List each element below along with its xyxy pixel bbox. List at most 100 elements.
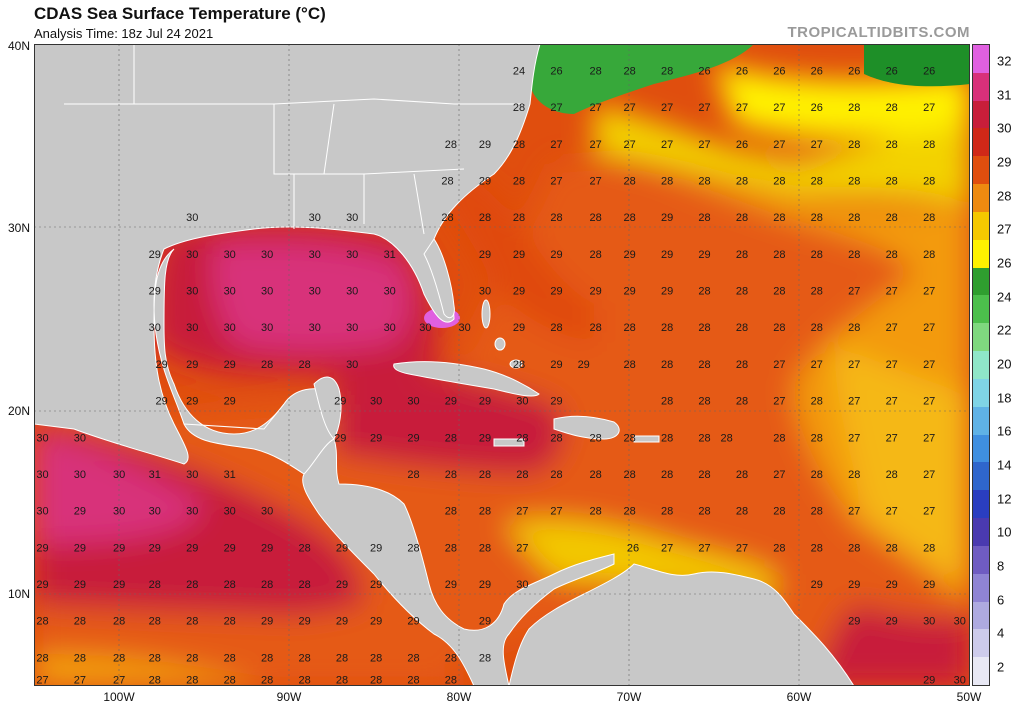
sst-value: 28 xyxy=(36,652,48,664)
colorbar-label: 26 xyxy=(997,255,1012,271)
sst-value: 29 xyxy=(113,579,125,591)
sst-value: 30 xyxy=(74,469,86,481)
sst-value: 30 xyxy=(113,469,125,481)
sst-value: 29 xyxy=(336,616,348,628)
sst-value: 28 xyxy=(445,432,457,444)
sst-value: 28 xyxy=(886,139,898,151)
sst-value: 30 xyxy=(186,212,198,224)
sst-value: 28 xyxy=(811,212,823,224)
sst-value: 29 xyxy=(336,542,348,554)
sst-value: 28 xyxy=(186,674,198,686)
sst-value: 28 xyxy=(811,322,823,334)
sst-value: 28 xyxy=(661,506,673,518)
sst-value: 29 xyxy=(811,579,823,591)
sst-value: 27 xyxy=(886,359,898,371)
sst-value: 27 xyxy=(661,139,673,151)
sst-value: 30 xyxy=(370,396,382,408)
sst-value: 29 xyxy=(513,322,525,334)
sst-value: 28 xyxy=(479,652,491,664)
sst-value: 30 xyxy=(36,506,48,518)
sst-value: 30 xyxy=(224,286,236,298)
sst-value: 28 xyxy=(298,652,310,664)
sst-value: 28 xyxy=(445,542,457,554)
sst-value: 28 xyxy=(589,432,601,444)
colorbar-segment xyxy=(973,490,989,519)
sst-value: 27 xyxy=(623,102,635,114)
sst-value: 26 xyxy=(698,65,710,77)
sst-value: 29 xyxy=(550,249,562,261)
sst-value: 28 xyxy=(698,176,710,188)
sst-value: 28 xyxy=(720,432,732,444)
sst-value: 29 xyxy=(36,542,48,554)
sst-value: 30 xyxy=(113,506,125,518)
sst-value: 27 xyxy=(848,432,860,444)
sst-value: 28 xyxy=(513,359,525,371)
sst-value: 28 xyxy=(848,176,860,188)
sst-value: 31 xyxy=(224,469,236,481)
colorbar-label: 22 xyxy=(997,322,1012,338)
sst-value: 29 xyxy=(261,616,273,628)
sst-value: 27 xyxy=(886,432,898,444)
sst-value: 30 xyxy=(224,249,236,261)
sst-value: 29 xyxy=(224,359,236,371)
sst-value: 27 xyxy=(923,102,935,114)
sst-value: 28 xyxy=(623,65,635,77)
sst-value: 30 xyxy=(309,322,321,334)
sst-value: 29 xyxy=(479,139,491,151)
sst-value: 28 xyxy=(298,542,310,554)
colorbar-label: 4 xyxy=(997,625,1005,641)
sst-value: 28 xyxy=(261,674,273,686)
sst-value: 28 xyxy=(261,359,273,371)
sst-value: 27 xyxy=(886,396,898,408)
sst-value: 28 xyxy=(698,286,710,298)
sst-value: 29 xyxy=(589,286,601,298)
sst-value: 29 xyxy=(623,286,635,298)
sst-value: 29 xyxy=(74,542,86,554)
sst-value: 29 xyxy=(407,616,419,628)
lon-label-60w: 60W xyxy=(786,690,812,704)
sst-value: 29 xyxy=(479,396,491,408)
colorbar-label: 28 xyxy=(997,188,1012,204)
sst-value: 28 xyxy=(698,432,710,444)
sst-value: 27 xyxy=(36,674,48,686)
sst-value: 29 xyxy=(149,249,161,261)
colorbar-segment xyxy=(973,518,989,547)
sst-value: 28 xyxy=(479,212,491,224)
sst-value: 28 xyxy=(661,359,673,371)
sst-value: 30 xyxy=(149,506,161,518)
sst-value: 28 xyxy=(848,249,860,261)
sst-value: 28 xyxy=(773,249,785,261)
sst-value: 27 xyxy=(516,506,528,518)
sst-value: 28 xyxy=(370,674,382,686)
sst-value: 27 xyxy=(74,674,86,686)
sst-value: 28 xyxy=(886,212,898,224)
sst-value: 28 xyxy=(773,322,785,334)
colorbar-segment xyxy=(973,462,989,491)
sst-value: 27 xyxy=(698,139,710,151)
sst-value: 29 xyxy=(336,579,348,591)
sst-value: 27 xyxy=(661,542,673,554)
sst-value: 28 xyxy=(36,616,48,628)
colorbar-label: 8 xyxy=(997,558,1005,574)
sst-value: 28 xyxy=(698,212,710,224)
sst-value: 28 xyxy=(736,506,748,518)
sst-value: 28 xyxy=(445,674,457,686)
sst-value: 28 xyxy=(445,469,457,481)
sst-value: 28 xyxy=(623,469,635,481)
sst-value: 28 xyxy=(698,322,710,334)
sst-value: 27 xyxy=(550,102,562,114)
sst-value: 28 xyxy=(848,542,860,554)
sst-value: 26 xyxy=(550,65,562,77)
sst-value: 28 xyxy=(336,674,348,686)
sst-value: 28 xyxy=(149,674,161,686)
sst-value: 28 xyxy=(811,542,823,554)
sst-value: 28 xyxy=(479,542,491,554)
colorbar-segment xyxy=(973,128,989,157)
sst-value: 28 xyxy=(623,432,635,444)
sst-value: 28 xyxy=(811,396,823,408)
sst-value: 28 xyxy=(298,674,310,686)
sst-value: 28 xyxy=(698,396,710,408)
sst-value: 28 xyxy=(224,674,236,686)
sst-value: 29 xyxy=(370,432,382,444)
colorbar-segment xyxy=(973,406,989,436)
